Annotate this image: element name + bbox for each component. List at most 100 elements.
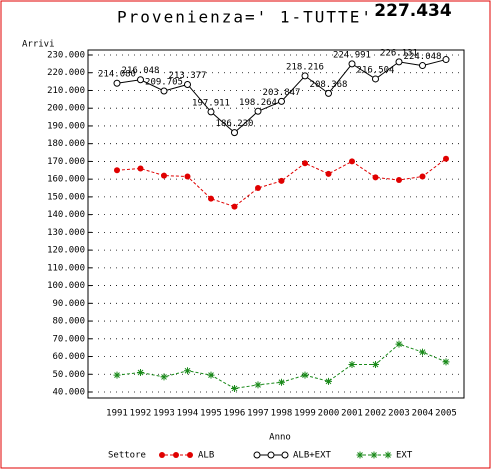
x-tick-label: 1994 xyxy=(177,409,199,419)
data-point xyxy=(278,177,285,184)
data-point xyxy=(231,384,238,392)
legend-marker xyxy=(384,451,392,459)
data-point xyxy=(349,158,355,165)
chart-title: Provenienza=' 1-TUTTE' xyxy=(117,8,373,27)
data-point xyxy=(184,80,191,88)
data-point xyxy=(137,368,144,376)
y-tick-label: 130.000 xyxy=(47,228,85,238)
x-tick-label: 2003 xyxy=(388,409,410,419)
data-point xyxy=(419,62,426,70)
legend-title: Settore xyxy=(108,451,146,461)
data-point xyxy=(208,195,214,202)
legend-marker xyxy=(173,452,179,458)
x-tick-label: 2005 xyxy=(435,409,457,419)
data-label: 214.080 xyxy=(98,70,136,80)
data-point xyxy=(278,97,285,105)
data-label: 224.048 xyxy=(404,52,442,62)
legend-marker xyxy=(187,452,193,458)
data-point xyxy=(325,377,332,385)
y-tick-label: 210.000 xyxy=(47,86,85,96)
data-point xyxy=(419,348,426,356)
x-tick-label: 2000 xyxy=(318,409,340,419)
data-point xyxy=(278,378,285,386)
legend-marker xyxy=(159,452,165,458)
data-label: 224.991 xyxy=(333,50,371,60)
data-point xyxy=(372,75,379,83)
data-point xyxy=(301,371,309,379)
y-tick-label: 80.000 xyxy=(52,317,85,327)
legend-marker xyxy=(253,451,261,459)
series-line xyxy=(116,158,447,208)
legend-label: ALB+EXT xyxy=(293,451,332,461)
data-point xyxy=(184,367,191,375)
y-tick-label: 70.000 xyxy=(52,334,85,344)
y-tick-label: 110.000 xyxy=(47,263,85,273)
y-tick-label: 120.000 xyxy=(47,246,85,256)
data-point xyxy=(137,76,144,84)
data-point xyxy=(372,174,379,181)
y-tick-label: 180.000 xyxy=(47,139,85,149)
legend-marker xyxy=(356,451,364,459)
data-label: 216.048 xyxy=(122,66,160,76)
data-point xyxy=(395,340,403,348)
x-tick-label: 1996 xyxy=(224,409,246,419)
y-tick-label: 160.000 xyxy=(47,175,85,185)
data-label: 198.264 xyxy=(239,98,277,108)
data-point xyxy=(161,172,167,179)
data-point xyxy=(231,203,238,210)
data-point xyxy=(348,361,356,369)
x-tick-label: 2002 xyxy=(365,409,387,419)
plot-area xyxy=(87,49,465,399)
x-tick-label: 1993 xyxy=(153,409,175,419)
data-point xyxy=(395,58,403,66)
x-tick-label: 2004 xyxy=(412,409,434,419)
x-tick-label: 2001 xyxy=(341,409,363,419)
legend-marker xyxy=(281,451,289,459)
x-tick-label: 1992 xyxy=(130,409,152,419)
data-point xyxy=(137,165,144,172)
y-tick-label: 170.000 xyxy=(47,157,85,167)
data-point xyxy=(207,108,215,116)
data-point xyxy=(113,79,121,87)
x-axis-label: Anno xyxy=(269,433,291,443)
data-label: 208.368 xyxy=(310,80,348,90)
data-point xyxy=(207,371,215,379)
y-tick-label: 230.000 xyxy=(47,51,85,61)
x-tick-label: 1991 xyxy=(106,409,128,419)
data-point xyxy=(254,107,262,115)
legend-marker xyxy=(267,451,275,459)
legend-label: EXT xyxy=(396,451,413,461)
y-tick-label: 190.000 xyxy=(47,121,85,131)
legend-marker xyxy=(370,451,378,459)
data-label: 218.216 xyxy=(286,62,324,72)
data-point xyxy=(160,373,168,381)
data-label: 186.230 xyxy=(216,119,254,129)
data-point xyxy=(325,89,332,97)
data-point xyxy=(372,361,379,369)
data-point xyxy=(113,371,121,379)
data-point xyxy=(301,72,309,80)
y-tick-label: 140.000 xyxy=(47,210,85,220)
data-label: 227.434 xyxy=(374,1,452,21)
data-point xyxy=(114,167,120,174)
y-axis-label: Arrivi xyxy=(22,40,55,50)
data-label: 197.911 xyxy=(192,98,230,108)
data-point xyxy=(160,87,168,95)
y-tick-label: 40.000 xyxy=(52,388,85,398)
data-point xyxy=(231,129,238,137)
data-point xyxy=(396,177,402,184)
data-point xyxy=(325,170,332,177)
data-point xyxy=(419,173,426,180)
data-point xyxy=(442,56,450,64)
data-point xyxy=(255,185,261,192)
y-tick-label: 220.000 xyxy=(47,68,85,78)
data-label: 216.504 xyxy=(357,65,395,75)
x-tick-label: 1995 xyxy=(200,409,222,419)
data-point xyxy=(443,155,449,162)
y-tick-label: 150.000 xyxy=(47,192,85,202)
y-tick-label: 200.000 xyxy=(47,104,85,114)
data-point xyxy=(348,60,356,68)
data-point xyxy=(442,358,450,366)
